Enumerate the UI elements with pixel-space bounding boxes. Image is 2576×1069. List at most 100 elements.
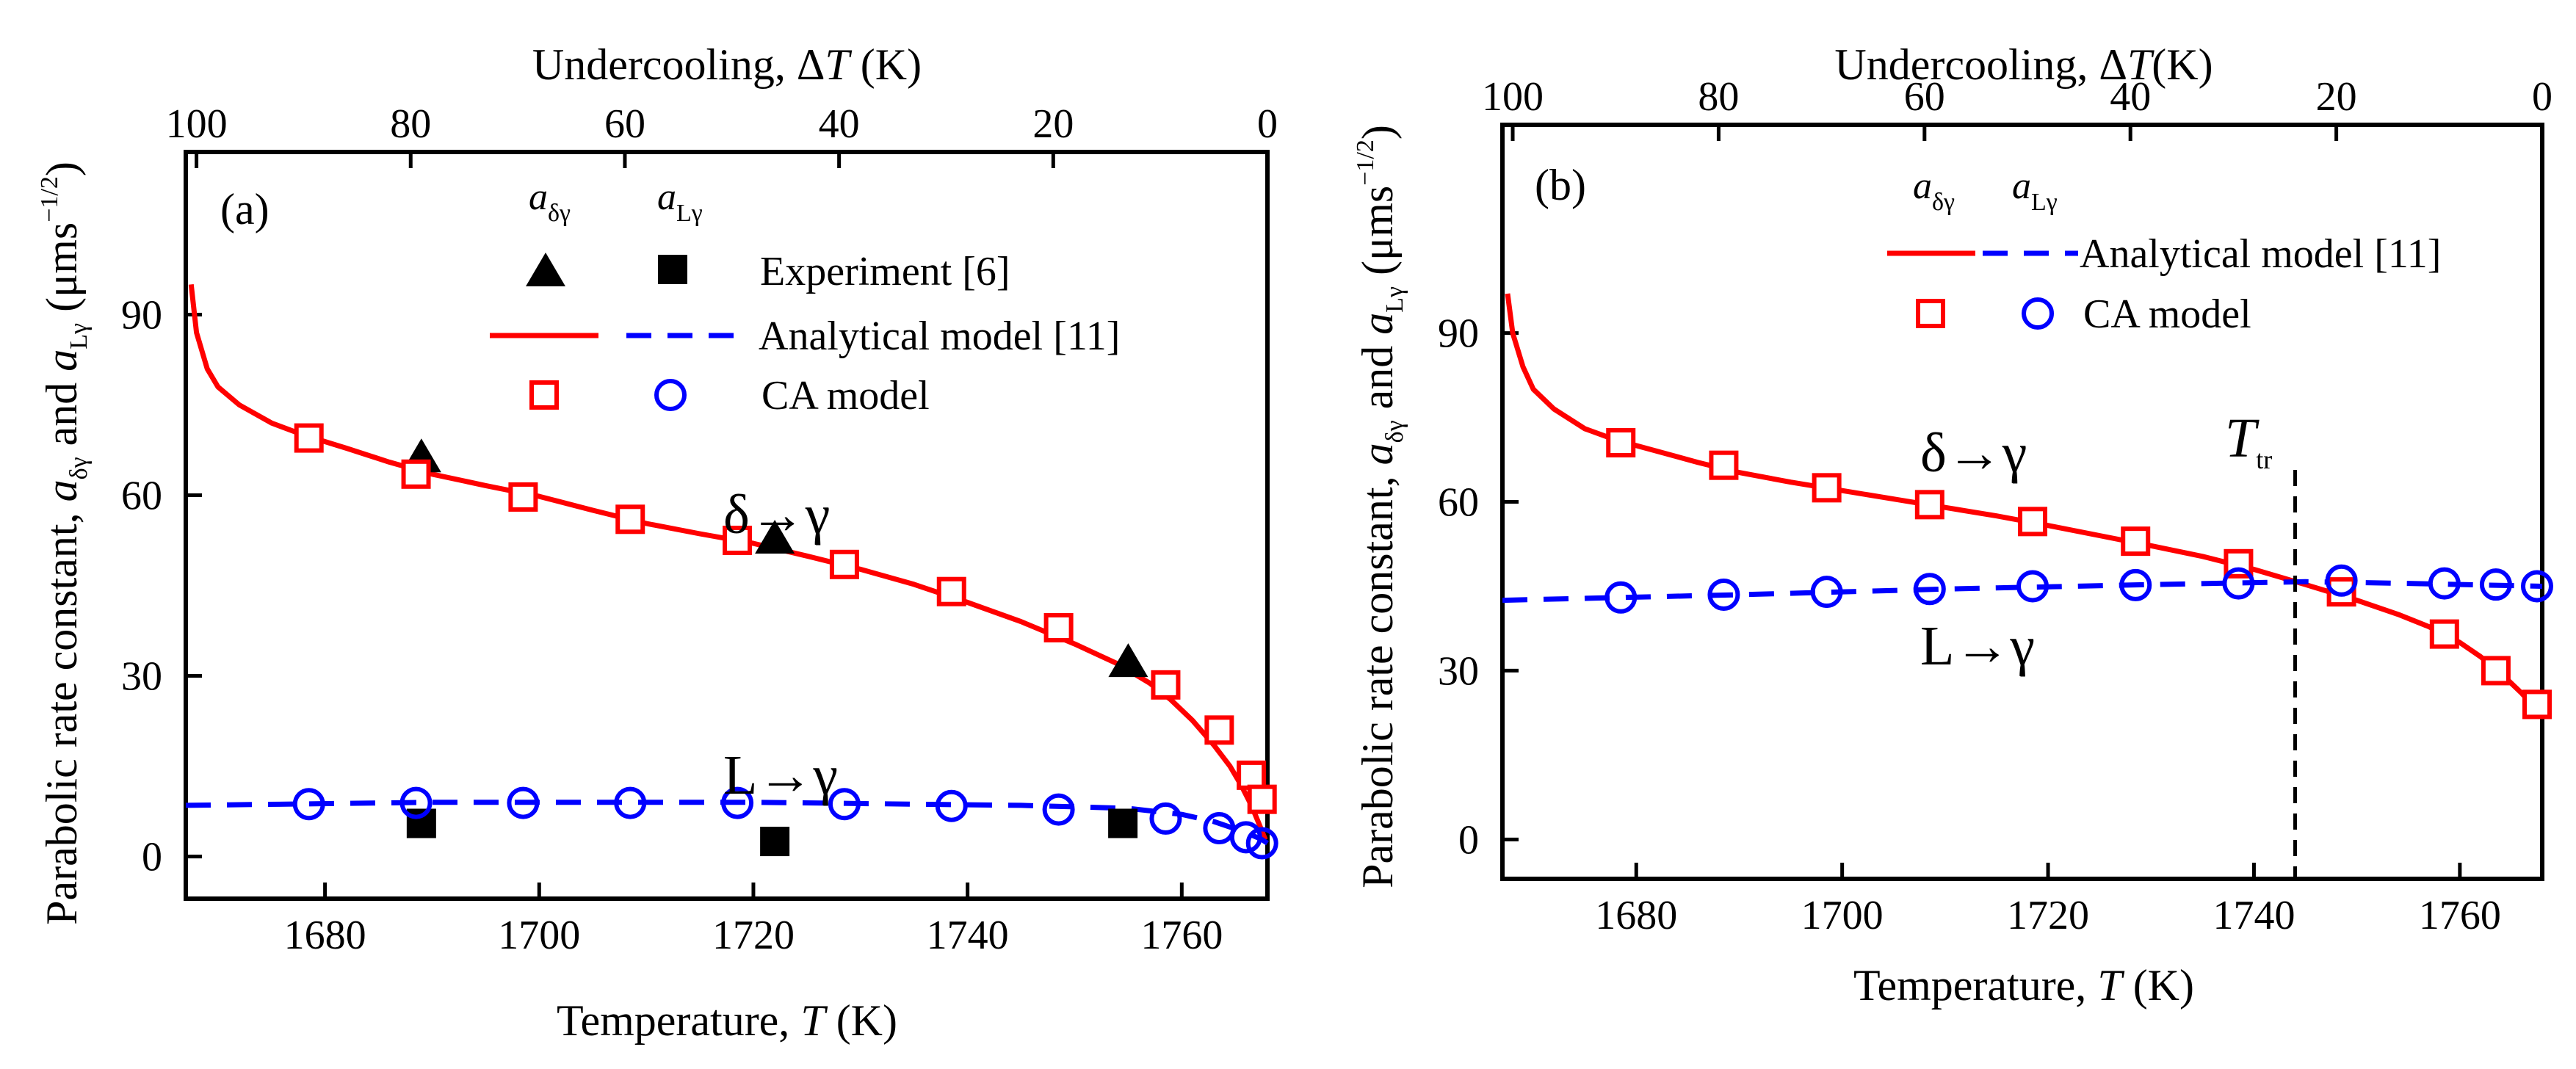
legend-sym-adelta-letter-a: a xyxy=(529,176,548,218)
legend-sym-adelta-b: aδγ xyxy=(1913,165,1955,216)
legend-sym-adelta-letter-b: a xyxy=(1913,165,1932,207)
y-title-close-b: ) xyxy=(1353,125,1402,139)
x2-tick-label-a-3: 40 xyxy=(819,101,860,147)
x2-title-prefix-a: Undercooling, Δ xyxy=(532,40,825,89)
x-title-prefix-a: Temperature, xyxy=(557,996,800,1045)
marker-a-3-0 xyxy=(406,808,436,838)
y-title-sub1-b: δγ xyxy=(1381,420,1408,443)
legend-ca-label-a: CA model xyxy=(761,373,930,418)
x-tick-label-b-1: 1700 xyxy=(1801,893,1884,938)
annotation-ttr-b: Ttr xyxy=(2225,407,2272,474)
marker-a-5-7 xyxy=(1042,793,1075,826)
legend-b: aδγ aLγ Analytical model [11] CA model xyxy=(1887,165,2441,337)
marker-b-3-10 xyxy=(2520,570,2553,603)
x2-tick-label-a-0: 100 xyxy=(166,101,228,147)
marker-a-4-4 xyxy=(723,526,753,556)
marker-b-2-2 xyxy=(1812,473,1842,503)
marker-a-3-2 xyxy=(1108,808,1138,838)
y-title-prefix-b: Parabolic rate constant, xyxy=(1353,465,1402,888)
y-title-a-L-a: a xyxy=(37,349,86,372)
y-title-and-a: and xyxy=(37,372,86,457)
x-tick-label-b-2: 1720 xyxy=(2007,893,2089,938)
marker-a-4-6 xyxy=(936,576,966,606)
x-axis-title-b: Temperature, T (K) xyxy=(1853,961,2194,1010)
series-markers-b xyxy=(1604,428,2553,720)
marker-b-2-4 xyxy=(2018,507,2048,537)
x-tick-label-b-4: 1760 xyxy=(2419,893,2501,938)
y-axis-title-b: Parabolic rate constant, aδγ and aLγ (μm… xyxy=(1352,125,1408,888)
legend-open-square-marker-b xyxy=(1916,299,1945,328)
marker-b-3-3 xyxy=(1913,573,1946,606)
legend-ca-label-b: CA model xyxy=(2083,291,2251,337)
y-tick-label-a-2: 60 xyxy=(121,473,162,518)
marker-a-5-0 xyxy=(292,788,325,821)
marker-a-5-4 xyxy=(721,786,754,819)
x-tick-label-a-2: 1720 xyxy=(712,913,795,958)
marker-b-3-2 xyxy=(1810,576,1843,609)
y-tick-label-a-1: 30 xyxy=(121,654,162,700)
x-title-var-b: T xyxy=(2097,961,2124,1010)
x2-axis-title-b: Undercooling, ΔT(K) xyxy=(1834,40,2213,89)
marker-b-2-5 xyxy=(2121,526,2151,557)
marker-a-4-5 xyxy=(829,549,859,579)
marker-a-5-11 xyxy=(1245,827,1278,860)
series-line-b-1 xyxy=(1502,579,2543,604)
x-tick-label-b-0: 1680 xyxy=(1595,893,1677,938)
annotation-ttr-letter-b: T xyxy=(2225,407,2260,469)
legend-sym-aL-letter-a: a xyxy=(657,176,676,218)
y-title-sub2-a: Lγ xyxy=(65,323,93,349)
marker-b-3-0 xyxy=(1604,581,1638,614)
marker-a-4-7 xyxy=(1043,612,1074,642)
marker-b-3-8 xyxy=(2428,567,2461,600)
y-tick-label-b-0: 0 xyxy=(1458,817,1479,863)
x-title-prefix-b: Temperature, xyxy=(1853,961,2097,1010)
y-axis-title-a: Parabolic rate constant, aδγ and aLγ (μm… xyxy=(36,162,93,925)
marker-a-4-9 xyxy=(1204,715,1234,745)
marker-b-2-10 xyxy=(2522,689,2552,720)
annotation-L-gamma-a: L→γ xyxy=(723,744,838,806)
x2-title-var-b: T xyxy=(2127,40,2154,89)
marker-a-4-11 xyxy=(1247,784,1277,814)
legend-analytical-label-b: Analytical model [11] xyxy=(2080,231,2441,277)
legend-sym-aL-b: aLγ xyxy=(2012,165,2058,216)
legend-sym-aL-letter-b: a xyxy=(2012,165,2031,207)
y-title-a-delta-a: a xyxy=(37,479,86,501)
legend-open-circle-marker-b xyxy=(2022,297,2054,330)
legend-sym-adelta-a: aδγ xyxy=(529,176,571,227)
x2-axis-title-a: Undercooling, ΔT (K) xyxy=(532,40,922,89)
marker-b-3-4 xyxy=(2016,570,2049,603)
x-tick-label-a-3: 1740 xyxy=(927,913,1009,958)
x-tick-label-a-4: 1760 xyxy=(1140,913,1223,958)
legend-open-circle-marker-a xyxy=(654,379,687,411)
legend-sym-aL-sub-b: Lγ xyxy=(2031,189,2058,216)
marker-a-4-1 xyxy=(401,459,431,489)
legend-filled-square-marker-a xyxy=(658,255,687,284)
annotation-L-gamma-b: L→γ xyxy=(1920,615,2035,677)
marker-a-5-2 xyxy=(507,786,540,819)
marker-a-5-8 xyxy=(1149,802,1182,835)
annotation-delta-gamma-b: δ→γ xyxy=(1920,422,2027,484)
y-title-close-a: ) xyxy=(37,162,86,176)
marker-b-2-9 xyxy=(2481,656,2511,686)
y-tick-label-a-3: 90 xyxy=(121,292,162,338)
y-title-a-delta-b: a xyxy=(1353,443,1402,465)
y-title-and-b: and xyxy=(1353,335,1402,421)
marker-a-4-0 xyxy=(294,423,324,453)
x2-tick-label-a-1: 80 xyxy=(390,101,431,147)
marker-a-4-10 xyxy=(1237,760,1267,790)
y-title-exp-a: −1/2 xyxy=(36,176,63,222)
x2-tick-label-a-4: 20 xyxy=(1032,101,1074,147)
marker-b-2-0 xyxy=(1606,428,1636,458)
legend-open-square-marker-a xyxy=(529,380,559,410)
plot-frame-a xyxy=(184,150,1270,901)
panel-label-b: (b) xyxy=(1535,161,1586,209)
legend-experiment-label-a: Experiment [6] xyxy=(760,249,1010,294)
y-tick-label-b-3: 90 xyxy=(1438,311,1479,357)
annotation-ttr-sub-b: tr xyxy=(2256,445,2272,474)
x2-tick-label-b-3: 40 xyxy=(2110,74,2151,120)
y-title-exp-b: −1/2 xyxy=(1352,139,1379,186)
x2-tick-label-b-2: 60 xyxy=(1904,74,1945,120)
x2-title-unit-b: (K) xyxy=(2152,40,2213,89)
